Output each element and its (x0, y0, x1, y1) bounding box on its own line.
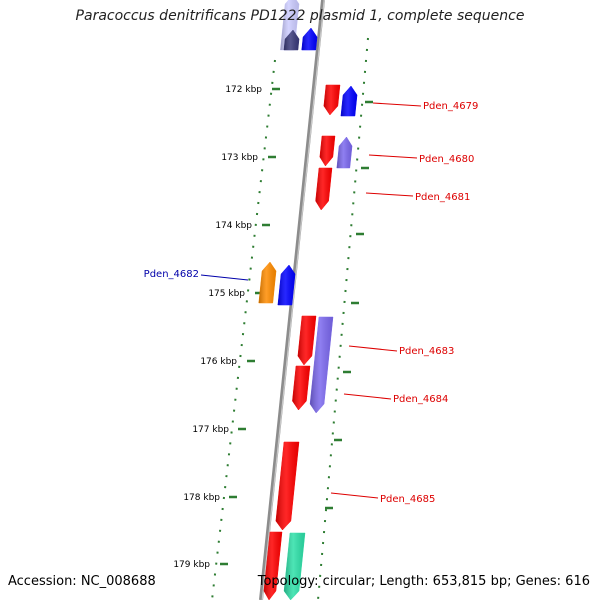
kbp-tick-label: 177 kbp (192, 425, 229, 435)
gene-label[interactable]: Pden_4685 (380, 494, 435, 505)
gene-arrow-shading (319, 136, 335, 166)
gene-arrow-shading (310, 317, 333, 413)
map-title: Paracoccus denitrificans PD1222 plasmid … (75, 8, 525, 24)
kbp-tick-label: 178 kbp (183, 493, 220, 503)
gene-label-layer: Pden_4679 Pden_4680 Pden_4681 Pden_4682 Pden… (144, 101, 479, 505)
gene-label-leader (348, 345, 398, 352)
gene-label-leader (365, 192, 414, 197)
kbp-tick-label: 172 kbp (225, 85, 262, 95)
gene-arrow-shading (292, 366, 310, 410)
gene-label-leader (343, 393, 392, 400)
gene-arrow-shading (275, 442, 299, 530)
gene-arrow-shading (297, 316, 316, 365)
kbp-tick-label: 173 kbp (221, 153, 258, 163)
gene-label[interactable]: Pden_4680 (419, 154, 474, 165)
gene-label[interactable]: Pden_4681 (415, 192, 470, 203)
plasmid-backbone-highlight (261, 0, 325, 600)
gene-label-leader (200, 274, 249, 281)
gene-label[interactable]: Pden_4682 (144, 269, 199, 280)
gene-arrow-shading (323, 85, 340, 115)
gene-arrow-shading (315, 168, 332, 210)
accession-text: Accession: NC_008688 (8, 574, 156, 589)
kbp-tick-label: 174 kbp (215, 221, 252, 231)
gene-label[interactable]: Pden_4683 (399, 346, 454, 357)
gene-feature-layer (258, 0, 358, 600)
gene-arrow-shading (283, 30, 300, 50)
gene-label-leader (368, 154, 418, 159)
kbp-tick-label: 176 kbp (200, 357, 237, 367)
topology-summary-text: Topology: circular; Length: 653,815 bp; … (257, 574, 590, 589)
gene-arrow-shading (336, 137, 353, 168)
gene-arrow-shading (263, 532, 282, 600)
gene-arrow-shading (284, 533, 305, 600)
gene-label-leader (330, 492, 379, 499)
gene-label[interactable]: Pden_4684 (393, 394, 448, 405)
gene-arrow-shading (277, 265, 296, 305)
gene-label[interactable]: Pden_4679 (423, 101, 478, 112)
gene-arrow-shading (340, 86, 358, 116)
inner-dotted-guide (211, 59, 276, 600)
kbp-tick-label: 175 kbp (208, 289, 245, 299)
kbp-tick-label: 179 kbp (173, 560, 210, 570)
kbp-tick-layer: 172 kbp 173 kbp 174 kbp 175 kbp 176 kbp 177 k… (173, 85, 373, 570)
gene-label-leader (372, 102, 422, 107)
gene-arrow-shading (258, 262, 277, 303)
gene-arrow-shading (301, 28, 318, 50)
